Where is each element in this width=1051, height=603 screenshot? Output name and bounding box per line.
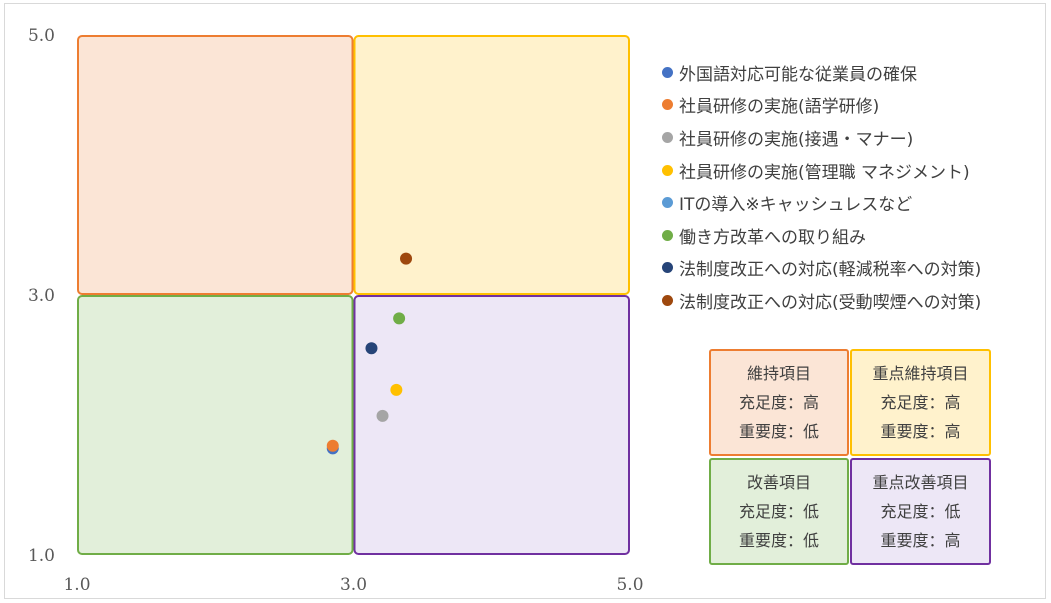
key-box-line1: 充足度：高: [738, 393, 819, 412]
key-box-priority-maintain: 重点維持項目 充足度：高 重要度：高: [850, 349, 991, 456]
key-box-line1: 充足度：高: [880, 393, 961, 412]
legend-label: 社員研修の実施(接遇・マナー): [679, 129, 914, 150]
key-box-title: 維持項目: [746, 364, 811, 383]
data-point-series-2: [376, 409, 389, 422]
legend-marker-icon: [662, 262, 673, 274]
x-tick-label: 1.0: [63, 575, 90, 595]
y-tick-label: 1.0: [28, 546, 55, 566]
legend-marker-icon: [662, 197, 673, 209]
key-box-title: 重点改善項目: [872, 473, 969, 492]
quadrant-backgrounds: [77, 35, 630, 555]
legend-label: ITの導入※キャッシュレスなど: [679, 195, 913, 216]
legend-label: 外国語対応可能な従業員の確保: [679, 64, 917, 85]
legend-item: ITの導入※キャッシュレスなど: [662, 186, 981, 219]
legend-marker-icon: [662, 131, 673, 143]
legend-label: 社員研修の実施(語学研修): [679, 97, 880, 118]
quadrant-top-left: [77, 35, 354, 295]
data-point-series-3: [390, 383, 403, 396]
legend-marker-icon: [662, 99, 673, 111]
quadrant-top-right: [353, 35, 630, 295]
key-box-improve: 改善項目 充足度：低 重要度：低: [709, 458, 849, 565]
legend-marker-icon: [662, 229, 673, 241]
x-tick-label: 3.0: [340, 575, 367, 595]
data-points: [326, 252, 413, 455]
axis-ticks: 1.0 3.0 5.0 1.0 3.0 5.0: [28, 26, 644, 595]
key-box-line1: 充足度：低: [738, 502, 819, 521]
x-tick-label: 5.0: [616, 575, 643, 595]
quadrant-bottom-right: [353, 295, 630, 555]
quadrant-bottom-left: [77, 295, 354, 555]
data-point-series-1: [326, 439, 339, 452]
legend-label: 働き方改革への取り組み: [679, 227, 866, 248]
key-box-line2: 重要度：低: [738, 422, 819, 441]
legend-marker-icon: [662, 66, 673, 78]
legend-item: 法制度改正への対応(受動喫煙への対策): [662, 284, 981, 317]
key-box-title: 重点維持項目: [872, 364, 969, 383]
y-tick-label: 3.0: [28, 286, 55, 306]
key-box-maintain: 維持項目 充足度：高 重要度：低: [709, 349, 849, 456]
legend-marker-icon: [662, 164, 673, 176]
data-point-series-6: [365, 342, 378, 355]
legend-marker-icon: [662, 294, 673, 306]
data-point-series-5: [393, 312, 406, 325]
key-box-line2: 重要度：低: [738, 531, 819, 550]
legend-item: 外国語対応可能な従業員の確保: [662, 56, 981, 89]
legend-item: 法制度改正への対応(軽減税率への対策): [662, 252, 981, 285]
legend-item: 社員研修の実施(接遇・マナー): [662, 121, 981, 154]
legend-label: 法制度改正への対応(軽減税率への対策): [679, 260, 982, 281]
key-box-title: 改善項目: [746, 473, 811, 492]
legend-label: 社員研修の実施(管理職 マネジメント): [679, 162, 970, 183]
data-point-series-7: [400, 252, 413, 265]
legend: 外国語対応可能な従業員の確保 社員研修の実施(語学研修) 社員研修の実施(接遇・マナ…: [662, 56, 981, 317]
chart-frame: [4, 3, 1046, 599]
key-box-line2: 重要度：高: [880, 422, 961, 441]
legend-label: 法制度改正への対応(受動喫煙への対策): [679, 292, 982, 313]
key-box-line1: 充足度：低: [880, 502, 961, 521]
key-box-priority-improve: 重点改善項目 充足度：低 重要度：高: [850, 458, 991, 565]
key-box-line2: 重要度：高: [880, 531, 961, 550]
legend-item: 社員研修の実施(管理職 マネジメント): [662, 154, 981, 187]
y-tick-label: 5.0: [28, 26, 55, 46]
legend-item: 働き方改革への取り組み: [662, 219, 981, 252]
legend-item: 社員研修の実施(語学研修): [662, 89, 981, 122]
